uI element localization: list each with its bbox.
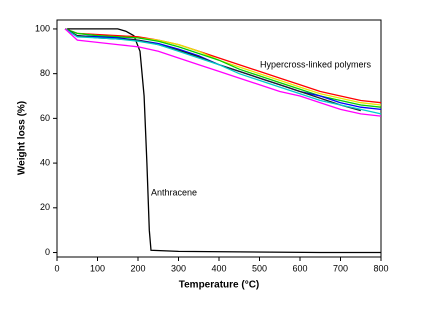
x-axis-label: Temperature (°C) — [179, 280, 260, 291]
y-tick-label: 0 — [45, 247, 50, 257]
y-tick-label: 40 — [40, 157, 50, 167]
x-tick-label: 200 — [130, 263, 145, 273]
series-line — [64, 28, 382, 115]
x-tick-label: 800 — [373, 263, 388, 273]
x-tick-label: 300 — [171, 263, 186, 273]
series-line — [64, 28, 382, 108]
plot-frame — [56, 19, 382, 258]
y-tick-label: 60 — [40, 113, 50, 123]
x-tick-label: 400 — [211, 263, 226, 273]
y-tick-label: 80 — [40, 68, 50, 78]
y-tick-label: 20 — [40, 202, 50, 212]
x-tick-label: 600 — [292, 263, 307, 273]
annotation: Anthracene — [151, 187, 197, 197]
x-tick-label: 100 — [90, 263, 105, 273]
y-axis-label: Weight loss (%) — [17, 101, 28, 175]
y-tick-label: 100 — [35, 23, 50, 33]
series-line — [64, 28, 382, 104]
x-tick-label: 0 — [54, 263, 59, 273]
series-line — [67, 28, 381, 254]
annotation: Hypercross-linked polymers — [260, 59, 372, 69]
x-tick-label: 700 — [333, 263, 348, 273]
series-line — [64, 28, 382, 117]
x-tick-label: 500 — [252, 263, 267, 273]
